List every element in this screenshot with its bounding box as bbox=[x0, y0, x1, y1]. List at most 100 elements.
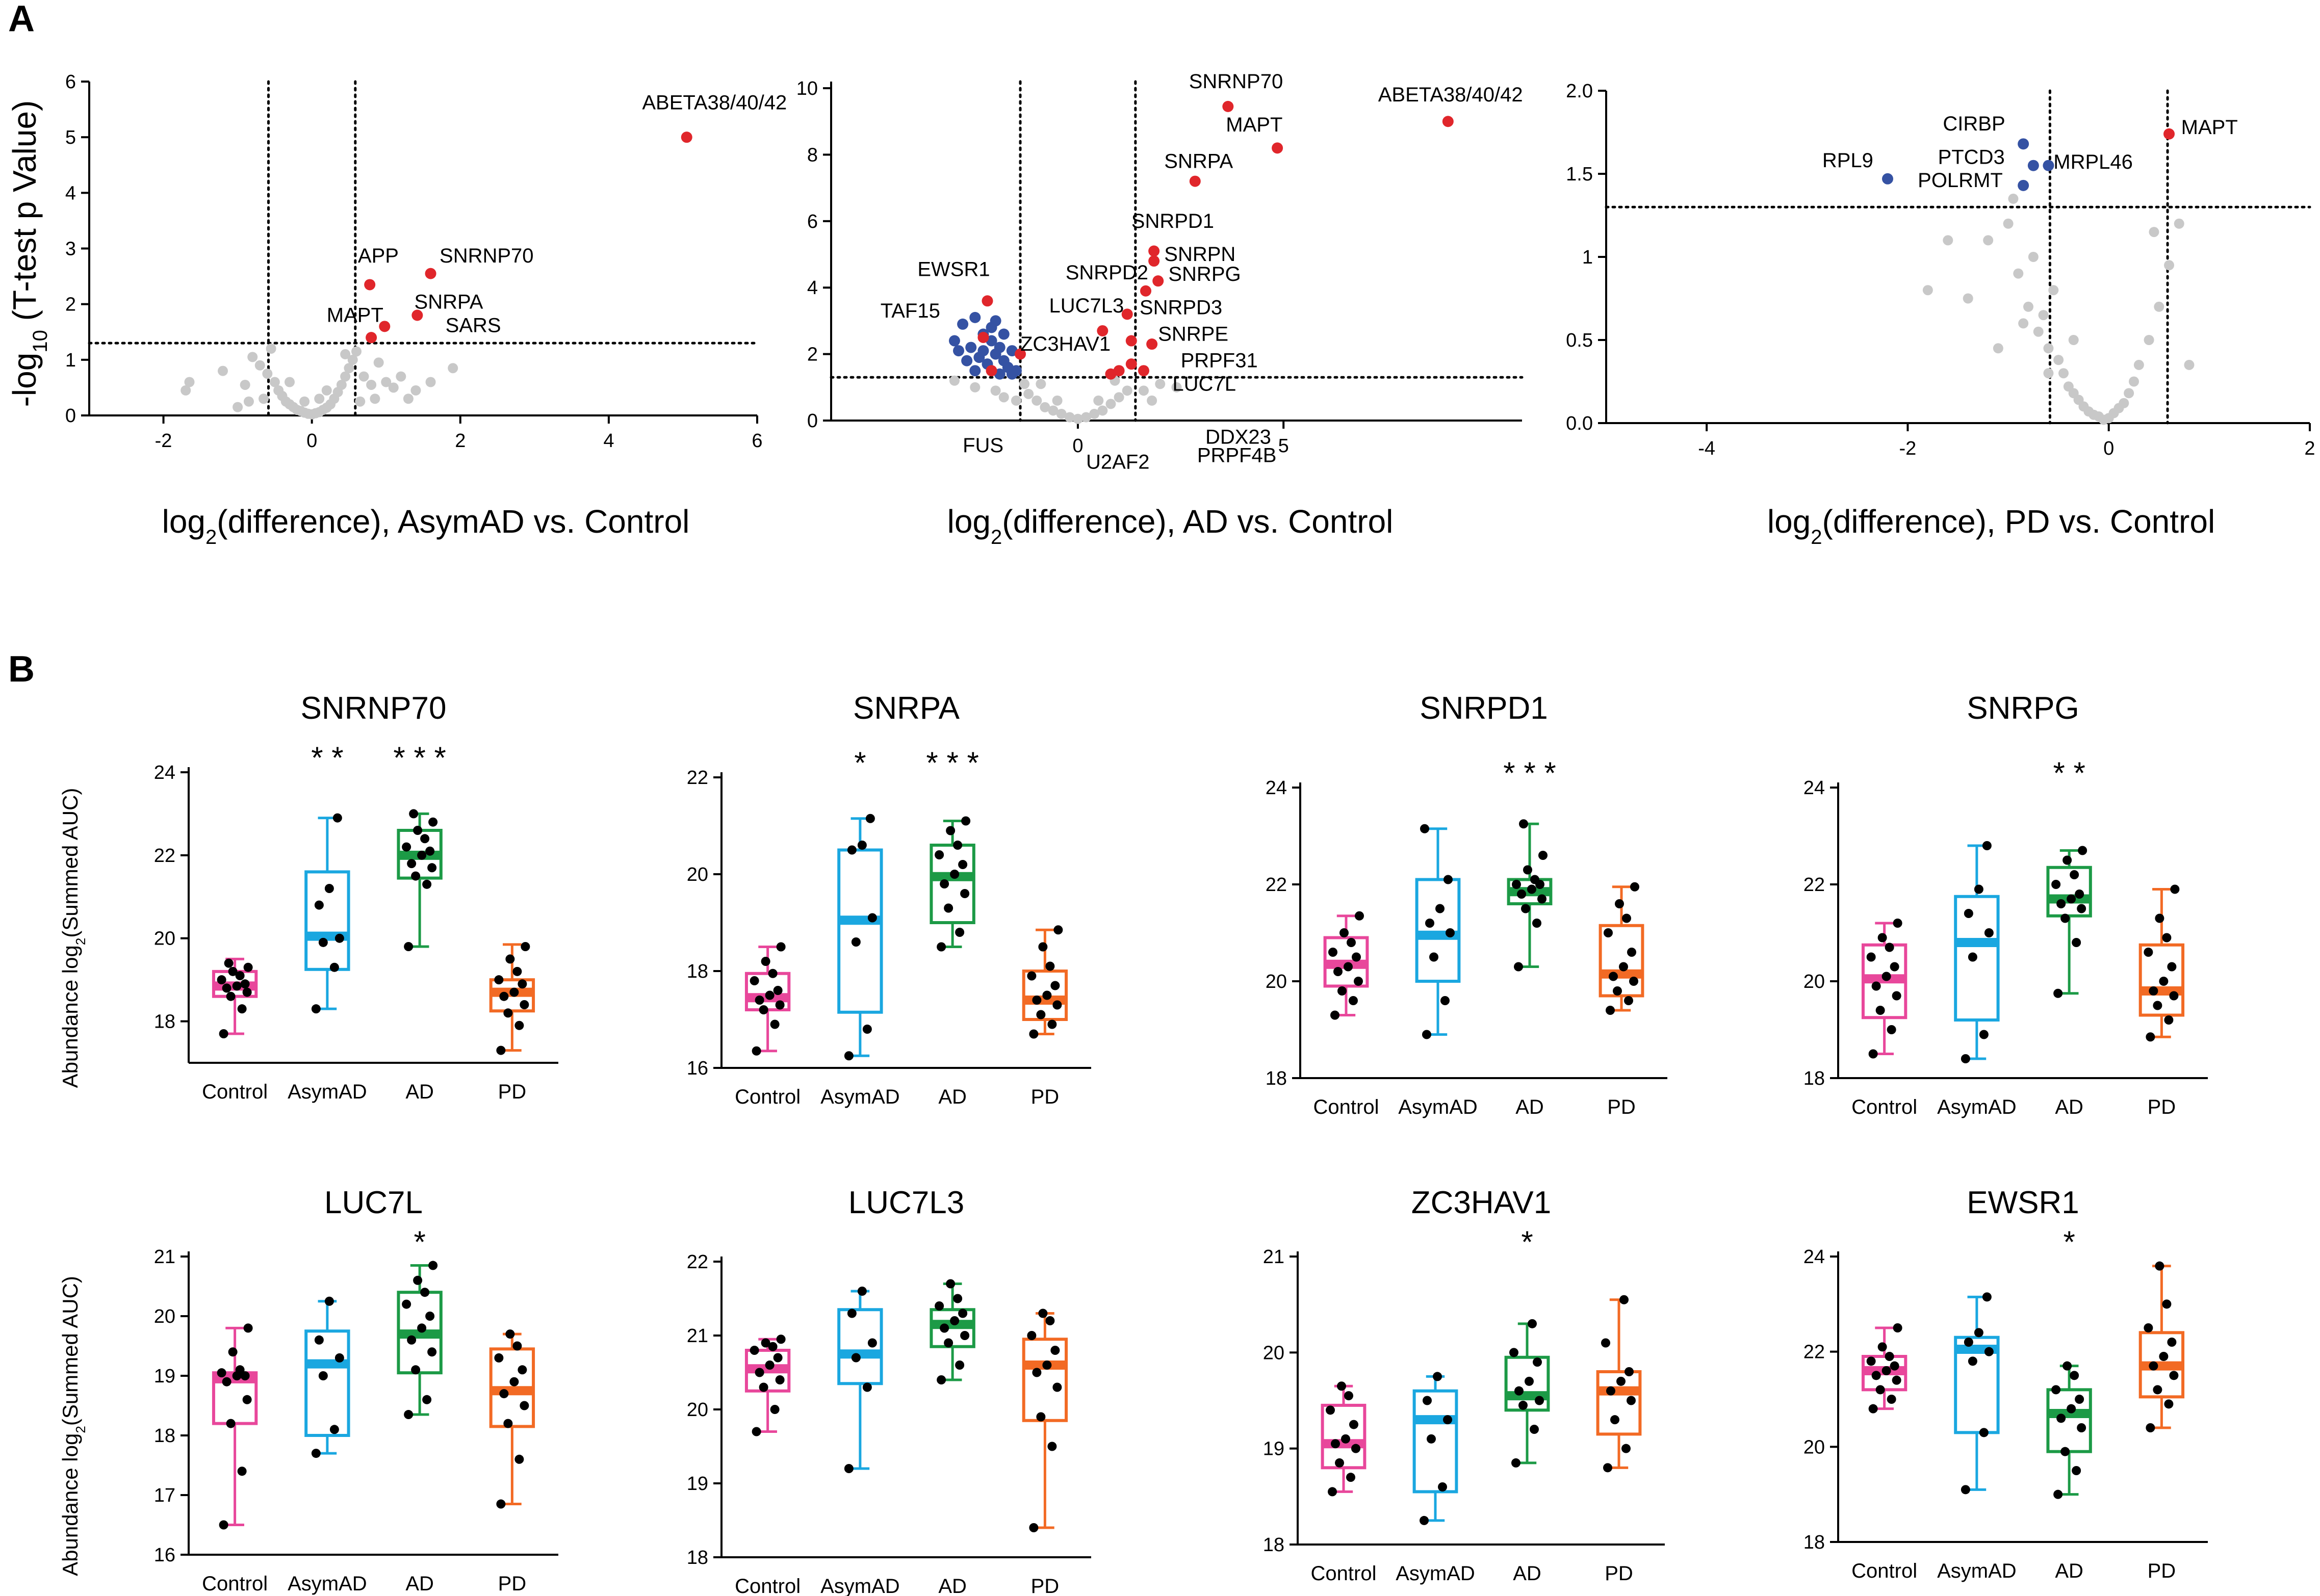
box-snrpa-point-3-4 bbox=[1032, 996, 1042, 1005]
box-snrpg-point-3-10 bbox=[2170, 884, 2180, 894]
box-snrpd1-point-0-7 bbox=[1328, 948, 1337, 957]
box-snrpd1-point-3-2 bbox=[1613, 986, 1622, 996]
box-zc3hav1-category-label-3: PD bbox=[1605, 1562, 1633, 1585]
box-snrpa-point-0-3 bbox=[775, 1000, 785, 1010]
box-ewsr1-point-0-3 bbox=[1892, 1375, 1901, 1385]
box-zc3hav1-y-tick-label-0: 18 bbox=[1263, 1534, 1284, 1556]
volcano-ad-ns-point-8 bbox=[1081, 412, 1092, 423]
volcano-pd-x-label-rest: (difference), PD vs. Control bbox=[1822, 503, 2215, 540]
box-snrpa-title: SNRPA bbox=[853, 691, 960, 726]
box-snrpd1-point-3-4 bbox=[1609, 972, 1618, 981]
box-snrpd1-point-2-0 bbox=[1514, 962, 1523, 972]
box-snrnp70-y-label-main: Abundance log bbox=[58, 945, 82, 1088]
volcano-ad-sig-point-4 bbox=[1148, 245, 1160, 257]
volcano-asymad-ns-point-31 bbox=[366, 379, 377, 390]
volcano-ad-sig-point-9 bbox=[1097, 325, 1109, 336]
box-snrpg-box-2 bbox=[2046, 866, 2092, 918]
volcano-ad-point-label-0: SNRNP70 bbox=[1189, 70, 1283, 93]
box-snrnp70-point-0-7 bbox=[217, 975, 226, 985]
volcano-asymad-ns-point-6 bbox=[262, 369, 273, 379]
volcano-asymad-ns-point-3 bbox=[240, 379, 250, 390]
volcano-ad-ns-point-1 bbox=[1023, 388, 1034, 399]
volcano-ad-ns-point-7 bbox=[1072, 413, 1083, 424]
volcano-asymad-y-label-main: -log bbox=[6, 353, 43, 407]
volcano-asymad-y-label-subscript: 10 bbox=[29, 330, 51, 353]
volcano-ad-point-label-2: MAPT bbox=[1226, 114, 1282, 136]
box-ewsr1-point-3-0 bbox=[2146, 1423, 2155, 1432]
box-snrpg-point-3-8 bbox=[2162, 933, 2172, 943]
box-zc3hav1-point-1-0 bbox=[1420, 1515, 1429, 1525]
box-snrnp70-point-3-8 bbox=[512, 966, 522, 976]
box-luc7l-category-label-3: PD bbox=[498, 1573, 527, 1595]
volcano-ad-sig-point-2 bbox=[1272, 142, 1283, 154]
box-zc3hav1-point-3-0 bbox=[1603, 1463, 1612, 1473]
panel-label-b: B bbox=[8, 649, 35, 690]
box-snrpd1-significance-2: * * * bbox=[1503, 756, 1556, 790]
box-snrpa-point-2-10 bbox=[961, 816, 971, 826]
box-snrpa-point-0-7 bbox=[750, 976, 759, 985]
volcano-ad-point-label-10: SNRPE bbox=[1158, 323, 1228, 346]
volcano-ad-ns-point-26 bbox=[1171, 382, 1182, 393]
volcano-asymad-point-label-5: SARS bbox=[446, 314, 501, 336]
box-zc3hav1-point-2-7 bbox=[1509, 1348, 1518, 1357]
box-ewsr1-category-label-2: AD bbox=[2055, 1560, 2083, 1582]
box-luc7l3-point-0-10 bbox=[776, 1335, 786, 1344]
box-luc7l-point-3-1 bbox=[514, 1454, 524, 1464]
box-zc3hav1-point-0-1 bbox=[1346, 1473, 1355, 1482]
box-snrnp70-point-3-4 bbox=[499, 991, 509, 1001]
volcano-asymad-ns-point-26 bbox=[340, 371, 351, 382]
volcano-asymad-point-label-3: SNRPA bbox=[415, 291, 483, 313]
volcano-ad-ns-point-22 bbox=[1036, 379, 1046, 389]
box-snrpg-point-1-6 bbox=[1982, 841, 1992, 850]
box-luc7l3-point-3-2 bbox=[1036, 1412, 1046, 1422]
volcano-asymad-x-tick-label-3: 4 bbox=[603, 430, 614, 452]
box-luc7l-point-1-3 bbox=[334, 1353, 344, 1363]
box-ewsr1-title: EWSR1 bbox=[1967, 1185, 2079, 1220]
volcano-ad-point-label-8: SNRPD3 bbox=[1140, 296, 1222, 319]
volcano-asymad-ns-point-30 bbox=[358, 371, 369, 382]
box-snrnp70-point-0-6 bbox=[240, 979, 250, 989]
volcano-pd-point-label-5: POLRMT bbox=[1918, 169, 2003, 192]
volcano-ad-ns-point-18 bbox=[949, 375, 960, 386]
box-snrpd1-point-1-5 bbox=[1435, 904, 1445, 913]
box-snrpa-point-3-1 bbox=[1047, 1019, 1057, 1029]
box-snrnp70-point-3-0 bbox=[496, 1045, 506, 1055]
box-snrpg-point-0-0 bbox=[1868, 1049, 1878, 1059]
box-ewsr1-point-2-2 bbox=[2060, 1447, 2070, 1456]
box-luc7l-point-2-1 bbox=[422, 1395, 432, 1404]
box-ewsr1-point-1-0 bbox=[1961, 1485, 1970, 1495]
box-snrpa-point-2-9 bbox=[946, 826, 956, 835]
box-snrpa-category-label-1: AsymAD bbox=[820, 1086, 900, 1108]
box-zc3hav1-point-0-2 bbox=[1335, 1458, 1344, 1468]
box-zc3hav1-point-2-3 bbox=[1535, 1396, 1544, 1405]
box-snrpa-point-3-3 bbox=[1052, 1000, 1062, 1010]
box-snrpa-point-2-4 bbox=[940, 879, 949, 888]
box-snrpa-point-1-6 bbox=[865, 814, 875, 823]
box-snrpa-point-3-7 bbox=[1027, 971, 1037, 981]
box-snrpg-point-2-0 bbox=[2053, 988, 2063, 998]
volcano-ad-ns-point-9 bbox=[1089, 408, 1100, 419]
box-snrnp70-y-tick-label-1: 20 bbox=[154, 928, 175, 950]
volcano-pd-ns-point-30 bbox=[2149, 227, 2159, 238]
box-zc3hav1-point-2-5 bbox=[1525, 1376, 1534, 1386]
volcano-ad-ns-point-12 bbox=[1114, 392, 1124, 403]
volcano-pd-sig-point-2 bbox=[1882, 173, 1893, 185]
box-snrpd1-point-3-10 bbox=[1630, 882, 1639, 892]
box-snrpg-point-2-6 bbox=[2075, 889, 2084, 899]
box-snrnp70-point-0-2 bbox=[226, 991, 236, 1001]
volcano-asymad-ns-point-37 bbox=[425, 377, 436, 387]
box-luc7l3-category-label-0: Control bbox=[735, 1575, 801, 1596]
box-zc3hav1-point-1-2 bbox=[1427, 1434, 1436, 1444]
volcano-pd-point-label-2: RPL9 bbox=[1822, 149, 1873, 172]
volcano-asymad-x-label: log2(difference), AsymAD vs. Control bbox=[162, 503, 690, 548]
volcano-asymad-ns-point-2 bbox=[218, 365, 228, 376]
box-snrnp70-y-tick-label-3: 24 bbox=[154, 762, 175, 783]
box-zc3hav1-point-2-2 bbox=[1518, 1400, 1528, 1410]
box-snrpg-category-label-2: AD bbox=[2055, 1096, 2083, 1118]
box-snrpa-point-3-5 bbox=[1042, 990, 1052, 1000]
volcano-ad-x-label-main: log bbox=[947, 503, 991, 540]
box-luc7l3-y-tick-label-1: 19 bbox=[687, 1473, 708, 1495]
box-snrpd1-point-0-8 bbox=[1347, 938, 1356, 947]
box-snrpd1-point-0-0 bbox=[1330, 1010, 1339, 1020]
box-snrpg-y-tick-label-1: 20 bbox=[1803, 971, 1825, 992]
